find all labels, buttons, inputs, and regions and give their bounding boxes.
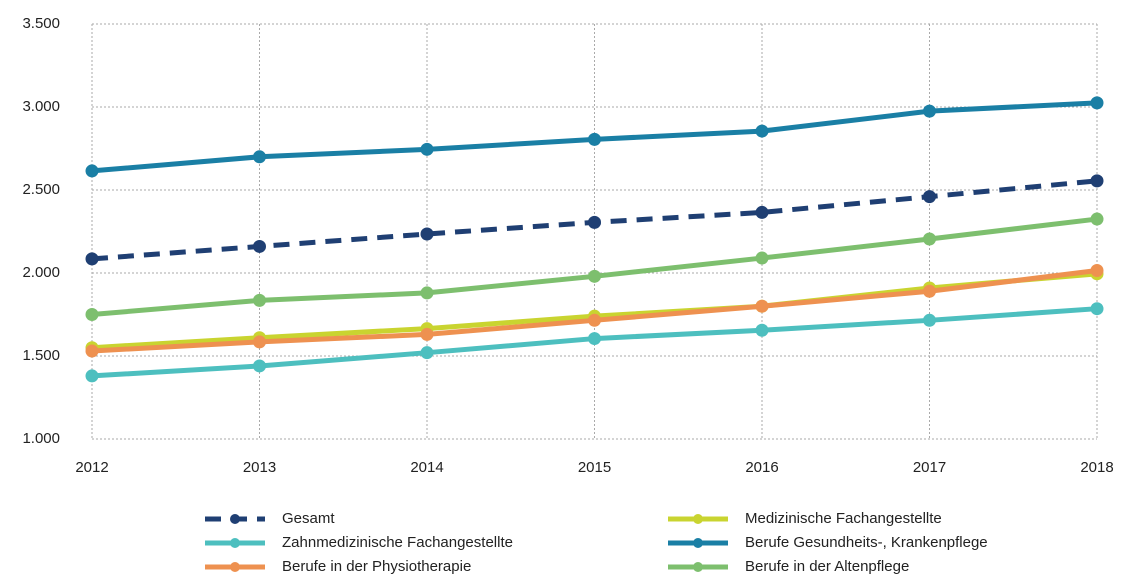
- series-point: [85, 369, 99, 383]
- series-point: [588, 215, 601, 229]
- series-point: [923, 313, 936, 327]
- series-point: [253, 239, 266, 253]
- series-point: [420, 346, 434, 360]
- series-point: [755, 299, 769, 313]
- series-point: [1090, 212, 1104, 226]
- series-point: [923, 232, 936, 246]
- series-point: [588, 313, 601, 327]
- series-point: [755, 124, 769, 138]
- y-tick-label: 3.500: [22, 15, 60, 32]
- series-point: [85, 252, 99, 266]
- series-point: [1090, 174, 1104, 188]
- legend-label: Gesamt: [282, 510, 335, 527]
- x-tick-label: 2016: [745, 459, 778, 476]
- x-tick-label: 2013: [243, 459, 276, 476]
- y-tick-label: 2.000: [22, 264, 60, 281]
- legend-marker: [693, 538, 703, 548]
- x-tick-label: 2012: [75, 459, 108, 476]
- x-tick-label: 2018: [1080, 459, 1113, 476]
- y-tick-label: 1.000: [22, 430, 60, 447]
- legend-label: Berufe in der Physiotherapie: [282, 558, 471, 575]
- series-point: [253, 293, 266, 307]
- series-point: [755, 251, 769, 265]
- legend-marker: [693, 562, 703, 572]
- y-tick-label: 2.500: [22, 181, 60, 198]
- series-point: [1090, 302, 1104, 316]
- y-tick-label: 1.500: [22, 347, 60, 364]
- x-tick-label: 2015: [578, 459, 611, 476]
- series-point: [85, 308, 99, 321]
- series-point: [588, 332, 601, 346]
- legend-marker: [693, 514, 703, 524]
- legend-marker: [230, 514, 240, 524]
- series-point: [420, 327, 434, 341]
- series-point: [253, 150, 266, 164]
- series-point: [1090, 96, 1104, 110]
- x-tick-label: 2017: [913, 459, 946, 476]
- series-point: [923, 104, 936, 118]
- legend-label: Zahnmedizinische Fachangestellte: [282, 534, 513, 551]
- series-point: [420, 227, 434, 241]
- y-tick-label: 3.000: [22, 98, 60, 115]
- series-point: [1090, 264, 1104, 278]
- series-point: [420, 286, 434, 300]
- legend-label: Berufe in der Altenpflege: [745, 558, 909, 575]
- legend-label: Berufe Gesundheits-, Krankenpflege: [745, 534, 988, 551]
- series-point: [85, 164, 99, 178]
- series-point: [755, 323, 769, 337]
- legend-marker: [230, 562, 240, 572]
- series-point: [923, 284, 936, 298]
- series-point: [253, 335, 266, 349]
- series-point: [253, 359, 266, 373]
- series-point: [588, 269, 601, 283]
- series-point: [420, 142, 434, 156]
- series-point: [588, 132, 601, 146]
- x-tick-label: 2014: [410, 459, 443, 476]
- legend-marker: [230, 538, 240, 548]
- series-point: [923, 190, 936, 204]
- legend-label: Medizinische Fachangestellte: [745, 510, 942, 527]
- series-point: [755, 205, 769, 219]
- series-point: [85, 344, 99, 358]
